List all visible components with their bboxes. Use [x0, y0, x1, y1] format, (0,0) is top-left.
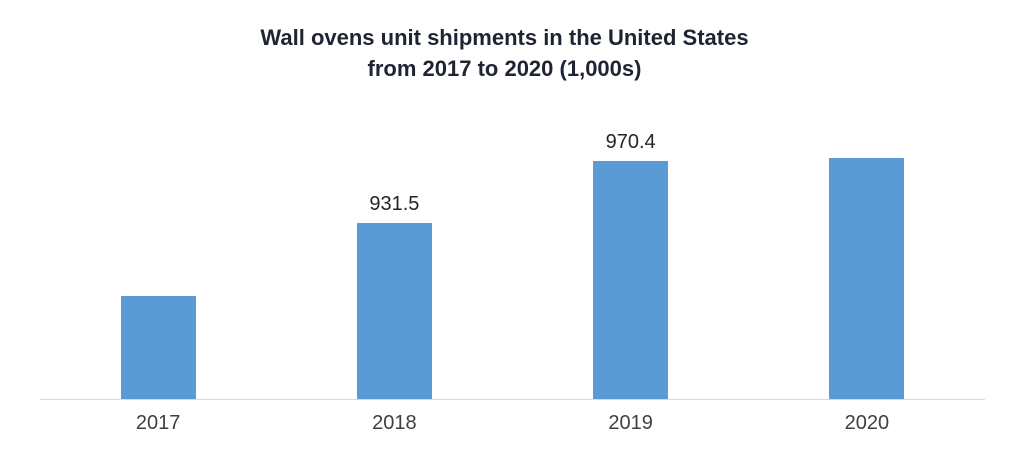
- bar-column-2017: [40, 129, 276, 399]
- chart-title-line2: from 2017 to 2020 (1,000s): [367, 56, 642, 81]
- x-axis-label-2018: 2018: [372, 412, 417, 434]
- bar-value-label-2018: 931.5: [369, 193, 420, 215]
- x-axis-label-2019: 2019: [608, 412, 653, 434]
- bar-2019: [593, 161, 669, 399]
- chart-title-line1: Wall ovens unit shipments in the United …: [260, 25, 749, 50]
- bar-2017: [120, 296, 196, 399]
- bar-value-label-2019: 970.4: [605, 131, 656, 153]
- bar-column-2018: 931.5: [276, 129, 512, 399]
- x-axis-label-2017: 2017: [135, 412, 181, 434]
- bar-column-2020: [749, 129, 985, 399]
- x-axis-labels: 2017 2018 2019 2020: [40, 412, 985, 435]
- plot-area: 931.5 970.4: [40, 129, 985, 400]
- chart-title: Wall ovens unit shipments in the United …: [0, 22, 1009, 84]
- bar-2020: [829, 158, 905, 399]
- x-axis-label-2020: 2020: [844, 412, 890, 434]
- bar-2018: [356, 223, 432, 399]
- bar-column-2019: 970.4: [513, 129, 749, 399]
